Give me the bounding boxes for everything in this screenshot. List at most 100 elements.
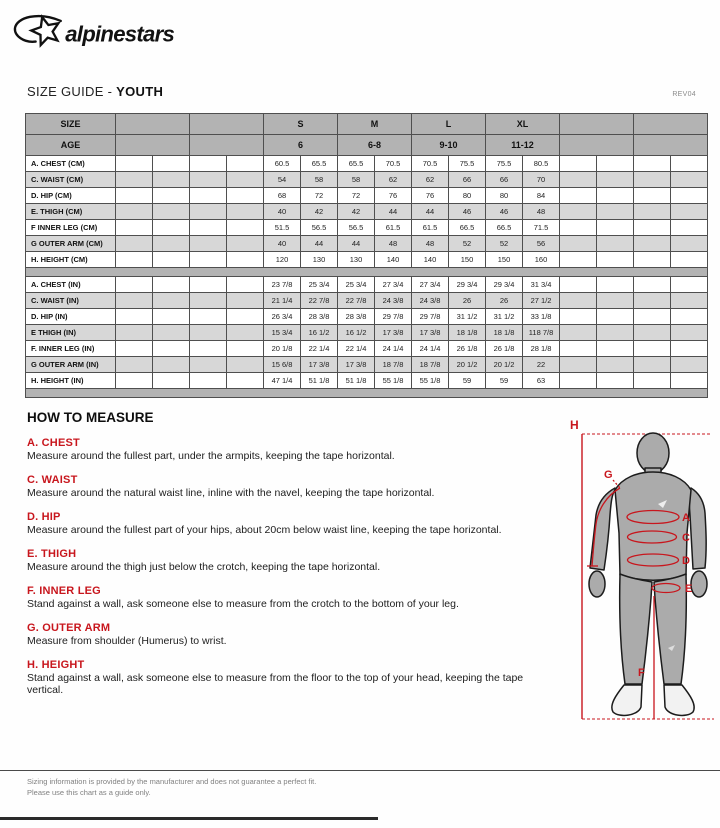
measure-item: E. THIGH Measure around the thigh just be… — [27, 548, 562, 573]
size-table-body: A. CHEST (CM) 60.5 65.5 65.5 70.5 70.5 75.5 75.… — [24, 155, 709, 398]
row-label: G OUTER ARM (CM) — [25, 235, 116, 252]
value-cell: 24 1/4 — [374, 340, 413, 357]
footer-disclaimer-line2: Please use this chart as a guide only. — [27, 788, 151, 797]
measure-item-description: Measure around the natural waist line, i… — [27, 487, 435, 499]
empty-cell — [189, 155, 227, 172]
empty-cell — [633, 235, 672, 252]
figure-torso — [614, 471, 692, 581]
empty-cell — [559, 340, 598, 357]
empty-cell — [115, 219, 153, 236]
empty-cell — [633, 292, 672, 309]
figure-label-inner-leg: F — [638, 667, 645, 679]
value-cell: 68 — [263, 187, 301, 204]
age-header-cell: 11-12 — [485, 134, 561, 156]
empty-header-cell — [559, 113, 635, 135]
row-label: F. INNER LEG (IN) — [25, 340, 116, 357]
how-to-measure-heading: HOW TO MEASURE — [27, 410, 154, 425]
value-cell: 52 — [485, 235, 524, 252]
separator-cell — [24, 267, 709, 277]
measure-item-label: F. INNER LEG — [27, 585, 101, 597]
empty-cell — [115, 372, 153, 389]
measure-item-label: H. HEIGHT — [27, 659, 85, 671]
figure-left-leg — [618, 573, 653, 685]
measure-item-description: Stand against a wall, ask someone else t… — [27, 598, 459, 610]
body-silhouette — [588, 432, 708, 717]
value-cell: 76 — [411, 187, 450, 204]
empty-cell — [596, 372, 635, 389]
row-label: G OUTER ARM (IN) — [25, 356, 116, 373]
footer-disclaimer: Sizing information is provided by the ma… — [27, 776, 316, 798]
figure-right-hand — [690, 570, 708, 598]
table-row: E. THIGH (CM) 40 42 42 44 44 46 46 48 — [25, 203, 709, 220]
value-cell: 22 7/8 — [299, 292, 339, 309]
empty-cell — [596, 324, 635, 341]
measurement-figure: H — [570, 418, 714, 720]
row-label: C. WAIST (CM) — [25, 171, 116, 188]
empty-cell — [115, 340, 153, 357]
empty-cell — [633, 187, 672, 204]
value-cell: 33 1/8 — [522, 308, 561, 325]
age-header-cell: 6 — [262, 134, 339, 156]
value-cell: 56.5 — [337, 219, 376, 236]
empty-cell — [189, 372, 227, 389]
value-cell: 17 3/8 — [411, 324, 450, 341]
value-cell: 29 3/4 — [485, 276, 524, 293]
figure-right-foot — [663, 684, 695, 717]
figure-left-foot — [611, 684, 643, 717]
empty-cell — [115, 276, 153, 293]
empty-cell — [596, 276, 635, 293]
table-row: G OUTER ARM (IN) 15 6/8 17 3/8 17 3/8 18 7/8… — [25, 356, 709, 373]
measure-item: H. HEIGHT Stand against a wall, ask someo… — [27, 659, 562, 696]
empty-cell — [670, 292, 709, 309]
value-cell: 72 — [299, 187, 339, 204]
empty-cell — [189, 171, 227, 188]
measure-item-description: Stand against a wall, ask someone else t… — [27, 672, 524, 696]
empty-cell — [152, 308, 190, 325]
value-cell: 27 1/2 — [522, 292, 561, 309]
value-cell: 40 — [263, 235, 301, 252]
empty-cell — [115, 308, 153, 325]
empty-cell — [189, 292, 227, 309]
measure-item-label: G. OUTER ARM — [27, 622, 111, 634]
age-row-label: AGE — [25, 134, 116, 156]
empty-cell — [115, 324, 153, 341]
value-cell: 29 7/8 — [411, 308, 450, 325]
empty-cell — [226, 219, 264, 236]
value-cell: 70 — [522, 171, 561, 188]
footer-divider — [0, 770, 720, 771]
empty-cell — [226, 203, 264, 220]
empty-cell — [189, 187, 227, 204]
age-header-cell: 9-10 — [411, 134, 487, 156]
value-cell: 18 7/8 — [411, 356, 450, 373]
value-cell: 22 — [522, 356, 561, 373]
empty-cell — [559, 308, 598, 325]
value-cell: 140 — [374, 251, 413, 268]
empty-header-cell — [633, 134, 709, 156]
value-cell: 20 1/2 — [448, 356, 487, 373]
value-cell: 60.5 — [263, 155, 301, 172]
value-cell: 66 — [448, 171, 487, 188]
empty-cell — [189, 203, 227, 220]
empty-cell — [633, 324, 672, 341]
value-cell: 17 3/8 — [374, 324, 413, 341]
empty-cell — [189, 308, 227, 325]
empty-cell — [189, 219, 227, 236]
empty-cell — [152, 324, 190, 341]
value-cell: 150 — [448, 251, 487, 268]
empty-cell — [152, 276, 190, 293]
measure-item: A. CHEST Measure around the fullest part,… — [27, 437, 562, 462]
empty-cell — [559, 235, 598, 252]
value-cell: 75.5 — [448, 155, 487, 172]
value-cell: 25 3/4 — [337, 276, 376, 293]
empty-cell — [596, 251, 635, 268]
age-header-cell: 6-8 — [337, 134, 413, 156]
footer-disclaimer-line1: Sizing information is provided by the ma… — [27, 777, 317, 786]
value-cell: 72 — [337, 187, 376, 204]
value-cell: 18 1/8 — [448, 324, 487, 341]
value-cell: 22 1/4 — [337, 340, 376, 357]
empty-cell — [596, 219, 635, 236]
empty-cell — [152, 292, 190, 309]
value-cell: 17 3/8 — [299, 356, 339, 373]
figure-head — [636, 432, 670, 474]
value-cell: 160 — [522, 251, 561, 268]
